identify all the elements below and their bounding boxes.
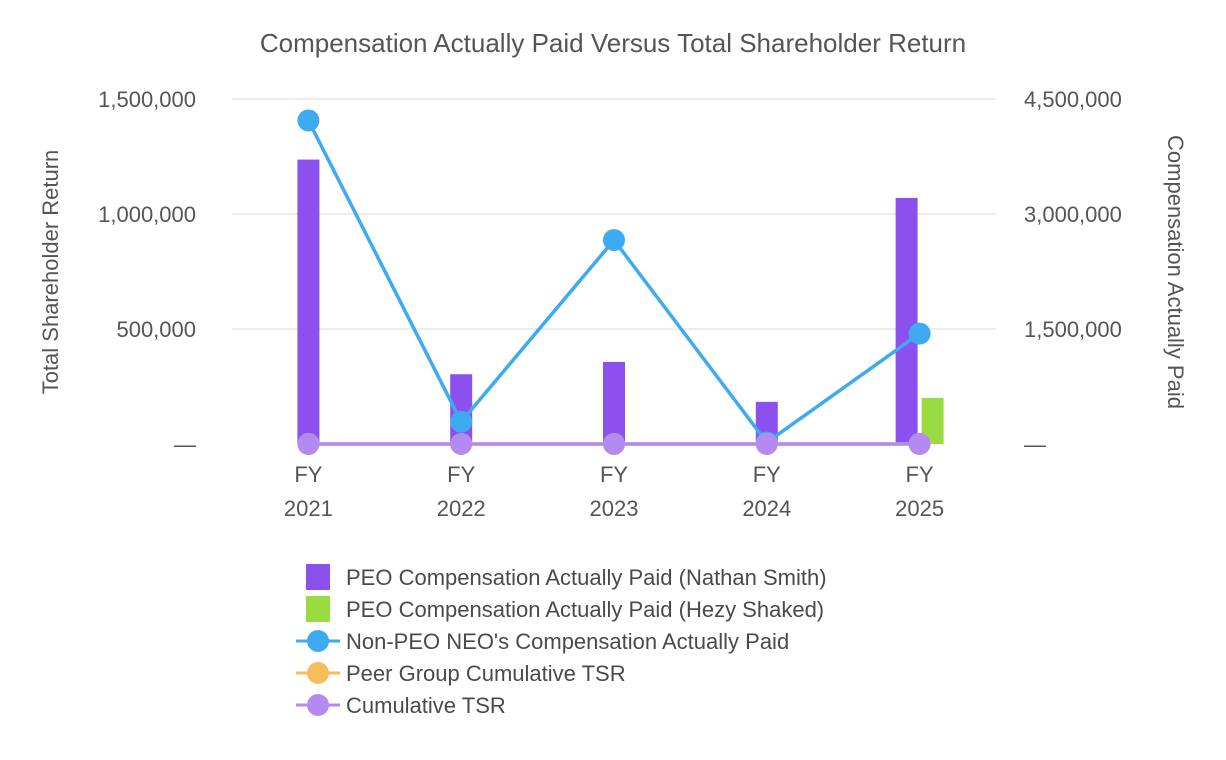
data-point (297, 109, 320, 132)
chart-title: Compensation Actually Paid Versus Total … (260, 28, 966, 58)
legend-item[interactable]: Non-PEO NEO's Compensation Actually Paid (296, 629, 789, 654)
right-axis: — 1,500,000 3,000,000 4,500,000 (1024, 87, 1122, 457)
right-axis-title: Compensation Actually Paid (1163, 135, 1188, 409)
legend-item[interactable]: PEO Compensation Actually Paid (Nathan S… (306, 564, 827, 590)
data-point (450, 410, 473, 433)
right-tick-label: 4,500,000 (1024, 87, 1122, 112)
data-point (450, 432, 473, 455)
legend-swatch-marker (307, 694, 329, 716)
x-tick-label: FY (600, 462, 628, 487)
data-point (908, 432, 931, 455)
bars (297, 159, 944, 445)
x-tick-label: FY (906, 462, 934, 487)
legend-label: PEO Compensation Actually Paid (Nathan S… (346, 565, 827, 590)
x-axis: FY 2021 FY 2022 FY 2023 FY 2024 FY 2025 (284, 462, 944, 521)
bar (603, 361, 625, 444)
data-point (603, 432, 625, 455)
series-lines (297, 109, 931, 455)
bar (297, 159, 320, 445)
x-tick-label: 2022 (437, 496, 486, 521)
data-point (755, 432, 778, 455)
legend-swatch (306, 564, 330, 590)
left-tick-label: — (174, 432, 196, 457)
right-tick-label: 1,500,000 (1024, 317, 1122, 342)
legend-swatch (306, 596, 330, 622)
right-tick-label: — (1024, 432, 1046, 457)
legend-label: Peer Group Cumulative TSR (346, 661, 626, 686)
x-tick-label: 2025 (895, 496, 944, 521)
left-axis: — 500,000 1,000,000 1,500,000 (98, 87, 196, 457)
x-tick-label: FY (294, 462, 322, 487)
x-tick-label: FY (753, 462, 781, 487)
right-tick-label: 3,000,000 (1024, 202, 1122, 227)
left-tick-label: 500,000 (116, 317, 196, 342)
legend-label: PEO Compensation Actually Paid (Hezy Sha… (346, 597, 824, 622)
legend-item[interactable]: Cumulative TSR (296, 693, 506, 718)
data-point (603, 229, 625, 252)
legend-item[interactable]: PEO Compensation Actually Paid (Hezy Sha… (306, 596, 824, 622)
data-point (297, 432, 320, 455)
legend-label: Cumulative TSR (346, 693, 506, 718)
legend-label: Non-PEO NEO's Compensation Actually Paid (346, 629, 789, 654)
bar (895, 197, 918, 444)
x-tick-label: 2024 (742, 496, 791, 521)
left-tick-label: 1,000,000 (98, 202, 196, 227)
gridlines (232, 98, 996, 330)
x-tick-label: 2023 (590, 496, 639, 521)
legend: PEO Compensation Actually Paid (Nathan S… (296, 564, 827, 718)
legend-swatch-marker (307, 630, 329, 652)
legend-swatch-marker (307, 662, 329, 684)
bar (921, 398, 944, 444)
left-axis-title: Total Shareholder Return (38, 150, 63, 395)
left-tick-label: 1,500,000 (98, 87, 196, 112)
legend-item[interactable]: Peer Group Cumulative TSR (296, 661, 626, 686)
x-tick-label: 2021 (284, 496, 333, 521)
data-point (908, 322, 931, 345)
x-tick-label: FY (447, 462, 475, 487)
